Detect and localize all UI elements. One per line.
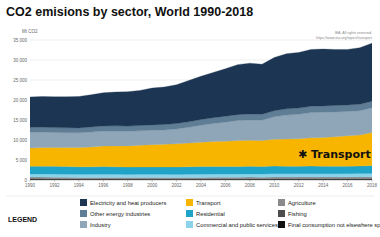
legend-label: Transport [196,200,221,206]
x-tick [201,180,202,182]
x-tick [225,180,226,182]
x-tick [323,180,324,182]
x-tick [103,180,104,182]
x-tick [274,180,275,182]
annotation: ✱ Transport [298,148,371,161]
y-tick-label: 20 000 [13,98,27,103]
x-tick [176,180,177,182]
y-tick-label: 15 000 [13,118,27,123]
x-tick [30,180,31,182]
y-tick-label: 30 000 [13,58,27,63]
source-note: IEA. All rights reserved. [335,31,372,35]
legend-title: LEGEND [8,216,37,223]
y-tick-label: 0 [24,178,27,183]
y-tick-label: 35 000 [13,38,27,43]
x-tick-label: 2016 [343,183,354,188]
x-tick-label: 1990 [25,183,36,188]
y-axis-label: Mt CO2 [22,29,38,34]
x-tick [152,180,153,182]
y-tick-label: 25 000 [13,78,27,83]
x-tick [127,180,128,182]
x-tick-label: 2002 [172,183,183,188]
legend-swatch [186,221,193,228]
title: CO2 emisions by sector, World 1990-2018 [6,5,253,19]
x-tick-label: 2012 [294,183,305,188]
legend-swatch [80,210,87,217]
x-tick-label: 2004 [196,183,207,188]
legend-label: Commercial and public services [196,222,278,228]
chart: CO2 emisions by sector, World 1990-2018 M… [0,0,380,237]
x-tick-label: 1994 [74,183,85,188]
legend-label: Fishing [288,211,307,217]
legend-label: Electricity and heat producers [90,200,166,206]
legend-label: Agriculture [288,200,316,206]
x-tick [54,180,55,182]
legend-label: Residential [196,211,225,217]
legend-swatch [278,221,285,228]
x-tick [298,180,299,182]
x-tick [372,180,373,182]
x-tick [347,180,348,182]
x-tick-label: 2006 [220,183,231,188]
x-tick-label: 2000 [147,183,158,188]
y-tick-label: 10 000 [13,138,27,143]
x-tick-label: 2008 [245,183,256,188]
legend-swatch [278,199,285,206]
legend-label: Industry [90,222,111,228]
areas [30,43,372,180]
legend-swatch [186,199,193,206]
x-tick-label: 1996 [98,183,109,188]
source-note: https://www.iea.org/topics/transport [316,36,372,40]
x-tick [249,180,250,182]
x-tick-label: 1992 [49,183,60,188]
legend-swatch [80,199,87,206]
y-tick-label: 5 000 [16,158,28,163]
x-tick [78,180,79,182]
x-tick-label: 2014 [318,183,329,188]
area [30,43,372,128]
x-tick-label: 2010 [269,183,280,188]
x-tick-label: 1998 [123,183,134,188]
legend-label: Final consumption not elsewhere specifie… [288,222,380,228]
legend-swatch [186,210,193,217]
legend-label: Other energy industries [90,211,150,217]
legend-swatch [80,221,87,228]
legend-separator [6,196,374,197]
legend-swatch [278,210,285,217]
x-tick-label: 2018 [367,183,378,188]
